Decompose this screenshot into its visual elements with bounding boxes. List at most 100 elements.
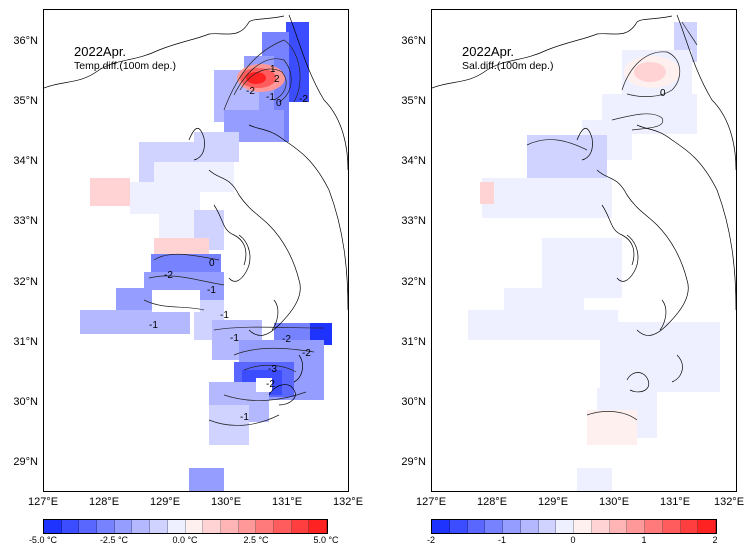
lon-label-129: 129°E [537, 496, 569, 508]
colorbar-swatch [467, 520, 486, 533]
lat-label-32: 32°N [401, 276, 426, 288]
colorbar-swatch [291, 520, 310, 533]
colorbar-swatch [44, 520, 62, 533]
contour-label: 0 [209, 258, 215, 269]
temperature-map-canvas: -2 -1 0 1 2 -2 -2 0 -1 -1 -1 -2 -3 -2 -1… [44, 14, 348, 491]
colorbar-swatch [309, 520, 327, 533]
salinity-anomaly-field [468, 22, 720, 491]
lat-label-31: 31°N [13, 336, 38, 348]
lat-label-35: 35°N [13, 95, 38, 107]
lat-label-35: 35°N [401, 95, 426, 107]
colorbar-swatch [220, 520, 239, 533]
contour-label: -1 [207, 285, 216, 296]
lat-label-29: 29°N [13, 456, 38, 468]
colorbar-swatch [185, 520, 204, 533]
lon-label-130: 130°E [210, 496, 242, 508]
contour-label: 0 [660, 88, 666, 99]
map-title: 2022Apr. [462, 44, 515, 59]
map-title: 2022Apr. [74, 44, 127, 59]
colorbar-swatch [485, 520, 503, 533]
colorbar-label: 0.0 °C [172, 535, 198, 545]
temperature-diff-map: -2 -1 0 1 2 -2 -2 0 -1 -1 -1 -2 -3 -2 -1… [43, 9, 349, 492]
salinity-diff-map: 0 2022Apr. Sal.diff.(100m dep.) [431, 9, 737, 492]
colorbar-swatch [662, 520, 681, 533]
colorbar-swatch [114, 520, 133, 533]
contour-label: 0 [276, 98, 282, 109]
lon-label-127: 127°E [415, 496, 447, 508]
colorbar-label: -2 [426, 535, 435, 545]
colorbar-swatch [432, 520, 450, 533]
lon-label-128: 128°E [476, 496, 508, 508]
lon-label-131: 131°E [659, 496, 691, 508]
colorbar-swatch [97, 520, 115, 533]
lon-label-127: 127°E [27, 496, 59, 508]
map-subtitle: Sal.diff.(100m dep.) [462, 60, 554, 72]
colorbar-label: 0 [570, 535, 576, 545]
lon-label-128: 128°E [88, 496, 120, 508]
colorbar-label: -2.5 °C [99, 535, 129, 545]
lat-label-32: 32°N [13, 276, 38, 288]
lat-label-36: 36°N [401, 35, 426, 47]
contour-label: 1 [270, 64, 276, 75]
lon-label-132: 132°E [713, 496, 745, 508]
lat-label-34: 34°N [401, 155, 426, 167]
colorbar-swatch [256, 520, 274, 533]
colorbar-label: 2.5 °C [243, 535, 269, 545]
colorbar-swatch [61, 520, 80, 533]
salinity-map-canvas: 0 [432, 14, 736, 491]
colorbar-label: 2 [712, 535, 718, 545]
contour-label: -1 [240, 412, 249, 423]
colorbar-label: 5.0 °C [313, 535, 339, 545]
temperature-colorbar [43, 519, 328, 534]
colorbar-swatch [574, 520, 592, 533]
colorbar-swatch [538, 520, 557, 533]
contour-label: -2 [246, 86, 255, 97]
contour-label: -1 [220, 310, 229, 321]
colorbar-swatch [273, 520, 292, 533]
contour-label: -2 [282, 334, 291, 345]
contour-label: -2 [299, 94, 308, 105]
colorbar-swatch [79, 520, 98, 533]
lat-label-29: 29°N [401, 456, 426, 468]
colorbar-swatch [238, 520, 257, 533]
contour-label-group: 0 [660, 88, 666, 99]
salinity-contours [526, 21, 698, 421]
colorbar-swatch [503, 520, 521, 533]
colorbar-swatch [645, 520, 663, 533]
colorbar-swatch [698, 520, 716, 533]
colorbar-swatch [132, 520, 151, 533]
lon-label-130: 130°E [598, 496, 630, 508]
contour-label-group: -2 -1 0 1 2 -2 -2 0 -1 -1 -1 -2 -3 -2 -1… [149, 64, 311, 423]
lat-label-31: 31°N [401, 336, 426, 348]
colorbar-label: -5.0 °C [28, 535, 58, 545]
contour-label: 2 [274, 74, 280, 85]
temperature-contours [143, 39, 325, 426]
colorbar-swatch [150, 520, 168, 533]
lat-label-30: 30°N [13, 396, 38, 408]
temperature-anomaly-field [80, 22, 332, 491]
contour-label: -1 [266, 92, 275, 103]
coastlines [44, 14, 348, 406]
coastlines [432, 14, 736, 393]
lon-label-132: 132°E [332, 496, 364, 508]
map-subtitle: Temp.diff.(100m dep.) [74, 60, 176, 72]
contour-label: -1 [149, 320, 158, 331]
lat-label-30: 30°N [401, 396, 426, 408]
contour-label: -2 [302, 348, 311, 359]
colorbar-swatch [556, 520, 574, 533]
lon-label-129: 129°E [149, 496, 181, 508]
contour-label: -2 [266, 379, 275, 390]
lat-label-33: 33°N [13, 215, 38, 227]
colorbar-swatch [520, 520, 539, 533]
colorbar-swatch [449, 520, 468, 533]
colorbar-label: -1 [497, 535, 506, 545]
lon-label-131: 131°E [271, 496, 303, 508]
salinity-colorbar [431, 519, 717, 534]
colorbar-swatch [680, 520, 699, 533]
colorbar-swatch [591, 520, 610, 533]
colorbar-swatch [203, 520, 221, 533]
lat-label-33: 33°N [401, 215, 426, 227]
colorbar-swatch [627, 520, 645, 533]
lat-label-36: 36°N [13, 35, 38, 47]
contour-label: -1 [230, 333, 239, 344]
